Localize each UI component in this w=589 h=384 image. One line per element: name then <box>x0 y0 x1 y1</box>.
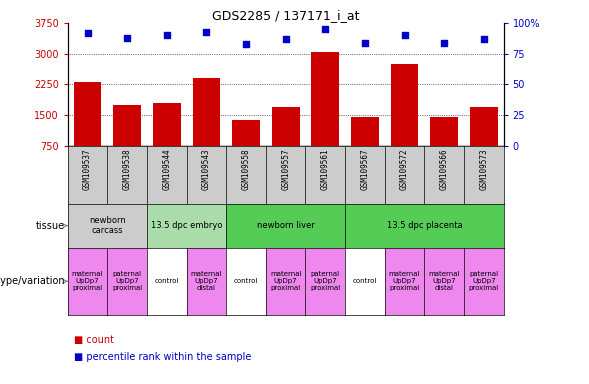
Text: newborn liver: newborn liver <box>257 221 315 230</box>
Text: paternal
UpDp7
proximal: paternal UpDp7 proximal <box>469 271 499 291</box>
Bar <box>232 120 260 146</box>
Text: control: control <box>234 278 258 284</box>
Bar <box>470 107 498 146</box>
Text: paternal
UpDp7
proximal: paternal UpDp7 proximal <box>310 271 340 291</box>
Bar <box>391 64 418 146</box>
Bar <box>153 103 181 146</box>
Point <box>281 36 290 42</box>
Text: paternal
UpDp7
proximal: paternal UpDp7 proximal <box>112 271 143 291</box>
Text: maternal
UpDp7
proximal: maternal UpDp7 proximal <box>389 271 421 291</box>
Text: GSM109558: GSM109558 <box>241 149 250 190</box>
Text: control: control <box>353 278 377 284</box>
Text: GSM109573: GSM109573 <box>479 149 488 190</box>
Point <box>123 35 132 41</box>
Point <box>360 40 370 46</box>
Bar <box>74 83 101 146</box>
Bar <box>193 78 220 146</box>
Text: maternal
UpDp7
proximal: maternal UpDp7 proximal <box>72 271 103 291</box>
Point <box>241 41 251 47</box>
Point <box>479 36 488 42</box>
Text: GSM109567: GSM109567 <box>360 149 369 190</box>
Point <box>83 30 92 36</box>
Bar <box>312 52 339 146</box>
Point <box>162 32 171 38</box>
Point <box>400 32 409 38</box>
Bar <box>113 105 141 146</box>
Bar <box>351 117 379 146</box>
Text: GSM109543: GSM109543 <box>202 149 211 190</box>
Text: maternal
UpDp7
distal: maternal UpDp7 distal <box>428 271 460 291</box>
Text: 13.5 dpc placenta: 13.5 dpc placenta <box>386 221 462 230</box>
Text: GSM109557: GSM109557 <box>281 149 290 190</box>
Text: genotype/variation: genotype/variation <box>0 276 65 286</box>
Point <box>439 40 449 46</box>
Text: control: control <box>154 278 179 284</box>
Bar <box>431 117 458 146</box>
Point <box>320 26 330 32</box>
Text: 13.5 dpc embryo: 13.5 dpc embryo <box>151 221 223 230</box>
Text: maternal
UpDp7
proximal: maternal UpDp7 proximal <box>270 271 302 291</box>
Text: GSM109537: GSM109537 <box>83 149 92 190</box>
Text: newborn
carcass: newborn carcass <box>89 216 125 235</box>
Point <box>201 28 211 35</box>
Text: GSM109566: GSM109566 <box>439 149 449 190</box>
Text: maternal
UpDp7
distal: maternal UpDp7 distal <box>191 271 222 291</box>
Title: GDS2285 / 137171_i_at: GDS2285 / 137171_i_at <box>212 9 359 22</box>
Text: ■ percentile rank within the sample: ■ percentile rank within the sample <box>74 352 251 362</box>
Text: ■ count: ■ count <box>74 335 114 345</box>
Text: GSM109572: GSM109572 <box>400 149 409 190</box>
Text: GSM109538: GSM109538 <box>123 149 132 190</box>
Text: tissue: tissue <box>36 220 65 231</box>
Text: GSM109561: GSM109561 <box>321 149 330 190</box>
Bar <box>272 107 300 146</box>
Text: GSM109544: GSM109544 <box>163 149 171 190</box>
